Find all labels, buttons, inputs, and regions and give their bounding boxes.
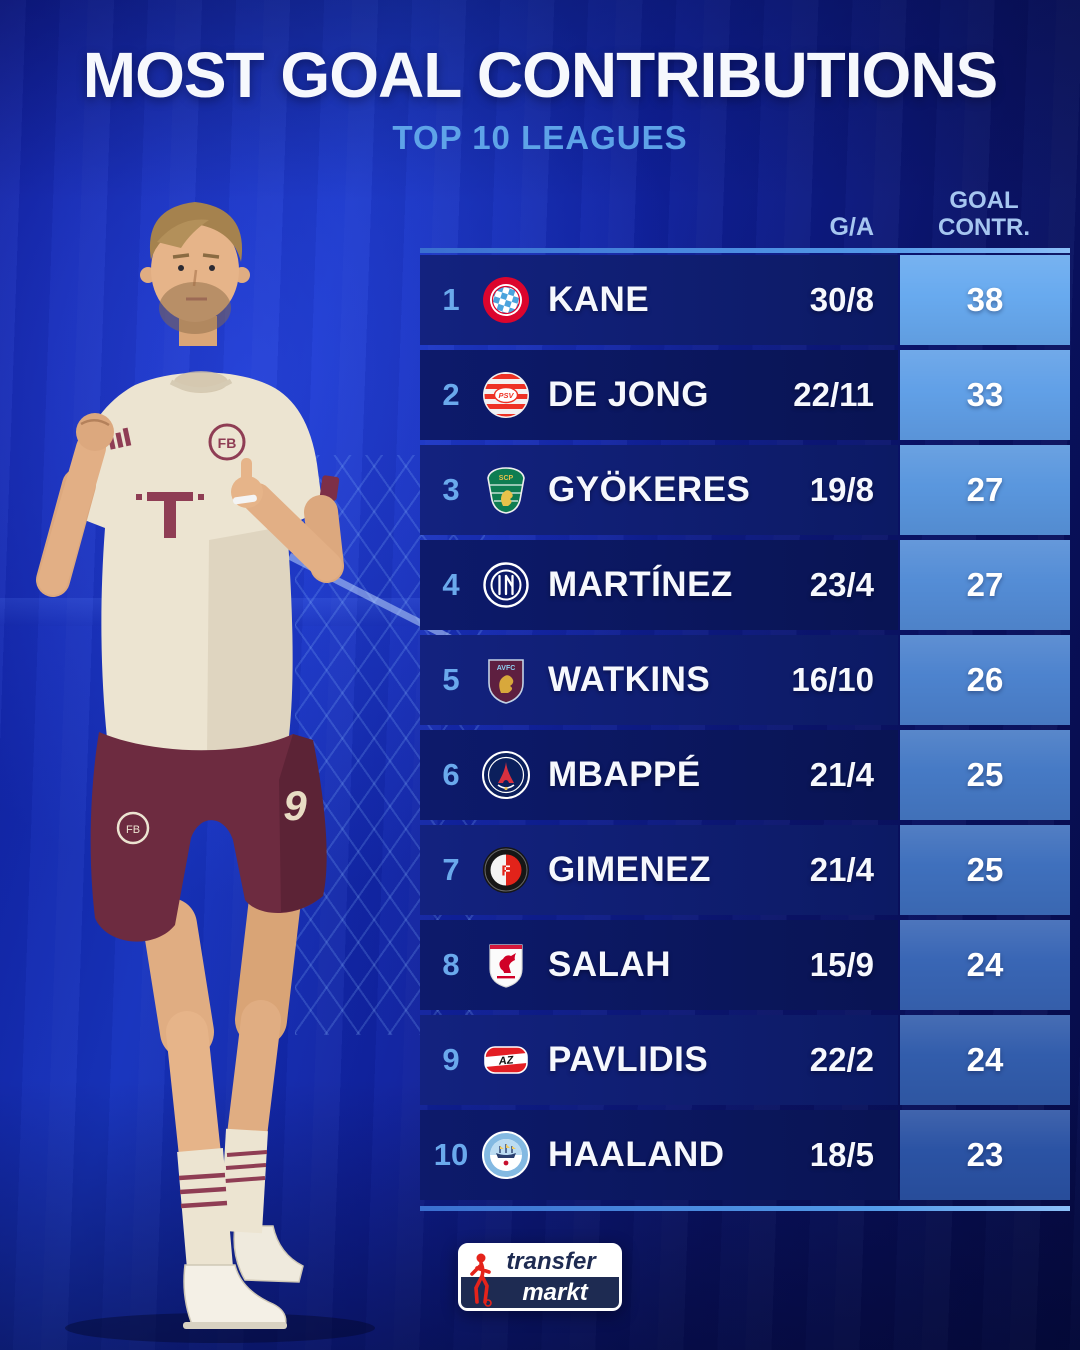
goal-contributions-cell: 24 — [900, 920, 1070, 1010]
table-row: 7 F GIMENEZ 21/4 25 — [420, 825, 1070, 915]
svg-text:FB: FB — [126, 824, 140, 836]
player-name: MARTÍNEZ — [548, 565, 733, 604]
psv-eindhoven-badge: PSV — [482, 371, 530, 419]
goals-assists: 18/5 — [809, 1136, 874, 1173]
player-photo-kane: FB FB 9 — [36, 202, 375, 1343]
aston-villa-badge: AVFC — [482, 656, 530, 704]
table-row: 5 AVFC WATKINS 16/10 26 — [420, 635, 1070, 725]
goal-contributions-cell: 38 — [900, 255, 1070, 345]
player-name: MBAPPÉ — [548, 755, 701, 794]
rank: 2 — [442, 377, 460, 412]
goals-assists: 19/8 — [809, 471, 874, 508]
table-row: 1 KANE 30/8 38 — [420, 255, 1070, 345]
table-bottom-border — [420, 1206, 1070, 1211]
page-subtitle: TOP 10 LEAGUES — [392, 119, 688, 156]
rank: 9 — [442, 1042, 460, 1077]
player-name: PAVLIDIS — [548, 1040, 709, 1079]
goals-assists: 15/9 — [809, 946, 874, 983]
player-name: HAALAND — [548, 1135, 725, 1174]
rank: 10 — [433, 1137, 469, 1172]
page-title: MOST GOAL CONTRIBUTIONS — [82, 39, 998, 111]
table-row: 4 MARTÍNEZ 23/4 27 — [420, 540, 1070, 630]
table-row: 6 MBAPPÉ 21/4 25 — [420, 730, 1070, 820]
player-name: WATKINS — [548, 660, 711, 699]
table-row: 2 PSV DE JONG 22/11 33 — [420, 350, 1070, 440]
inter-milan-badge — [482, 561, 530, 609]
sporting-cp-badge: SCP — [482, 466, 530, 514]
column-headers: G/A GOAL CONTR. — [420, 186, 1070, 242]
table-top-border — [420, 248, 1070, 253]
goal-contributions-cell: 27 — [900, 540, 1070, 630]
rank: 8 — [442, 947, 460, 982]
rank: 4 — [442, 567, 460, 602]
goals-assists: 30/8 — [809, 281, 874, 318]
goal-contributions-cell: 24 — [900, 1015, 1070, 1105]
svg-text:9: 9 — [283, 782, 307, 829]
liverpool-badge — [482, 941, 530, 989]
goals-assists: 16/10 — [791, 661, 874, 698]
svg-text:F: F — [501, 863, 510, 880]
ga-column-header: G/A — [829, 213, 874, 241]
goal-contributions-cell: 26 — [900, 635, 1070, 725]
goals-assists: 22/2 — [809, 1041, 874, 1078]
feyenoord-badge: F — [482, 846, 530, 894]
table-rows: 1 KANE 30/8 38 2 — [420, 255, 1070, 1200]
rank: 6 — [442, 757, 460, 792]
transfermarkt-player-icon — [470, 1253, 492, 1307]
player-name: GYÖKERES — [548, 470, 751, 509]
logo-text-top: transfer — [506, 1247, 596, 1275]
table-row: 8 SALAH 15/9 24 — [420, 920, 1070, 1010]
goal-contr-column-header: GOAL CONTR. — [938, 187, 1030, 241]
rank: 3 — [442, 472, 460, 507]
transfermarkt-logo: transfer markt — [458, 1243, 622, 1311]
svg-text:AVFC: AVFC — [497, 665, 516, 672]
az-alkmaar-badge: AZ — [482, 1036, 530, 1084]
svg-text:AZ: AZ — [497, 1054, 515, 1067]
rank: 1 — [442, 282, 460, 317]
goal-contributions-cell: 25 — [900, 730, 1070, 820]
player-name: GIMENEZ — [548, 850, 711, 889]
ranking-table: G/A GOAL CONTR. 1 KANE 30/8 — [420, 186, 1070, 1211]
goals-assists: 23/4 — [809, 566, 874, 603]
rank: 5 — [442, 662, 460, 697]
goals-assists: 21/4 — [809, 756, 874, 793]
table-row: 10 HAALAND 18/5 — [420, 1110, 1070, 1200]
paris-saint-germain-badge — [482, 751, 530, 799]
player-name: KANE — [548, 280, 650, 319]
goal-contributions-cell: 23 — [900, 1110, 1070, 1200]
svg-text:PSV: PSV — [498, 391, 514, 400]
goal-contributions-cell: 27 — [900, 445, 1070, 535]
logo-text-bottom: markt — [522, 1278, 588, 1306]
table-row: 3 SCP GYÖKERES 19/8 27 — [420, 445, 1070, 535]
goal-contributions-cell: 25 — [900, 825, 1070, 915]
svg-text:SCP: SCP — [499, 475, 514, 482]
goals-assists: 22/11 — [793, 376, 874, 413]
rank: 7 — [442, 852, 460, 887]
player-name: DE JONG — [548, 375, 710, 414]
table-row: 9 AZ PAVLIDIS 22/2 24 — [420, 1015, 1070, 1105]
player-name: SALAH — [548, 945, 672, 984]
manchester-city-badge — [482, 1131, 530, 1179]
bayern-munich-badge — [482, 276, 530, 324]
goals-assists: 21/4 — [809, 851, 874, 888]
svg-text:FB: FB — [218, 435, 237, 451]
goal-contributions-cell: 33 — [900, 350, 1070, 440]
